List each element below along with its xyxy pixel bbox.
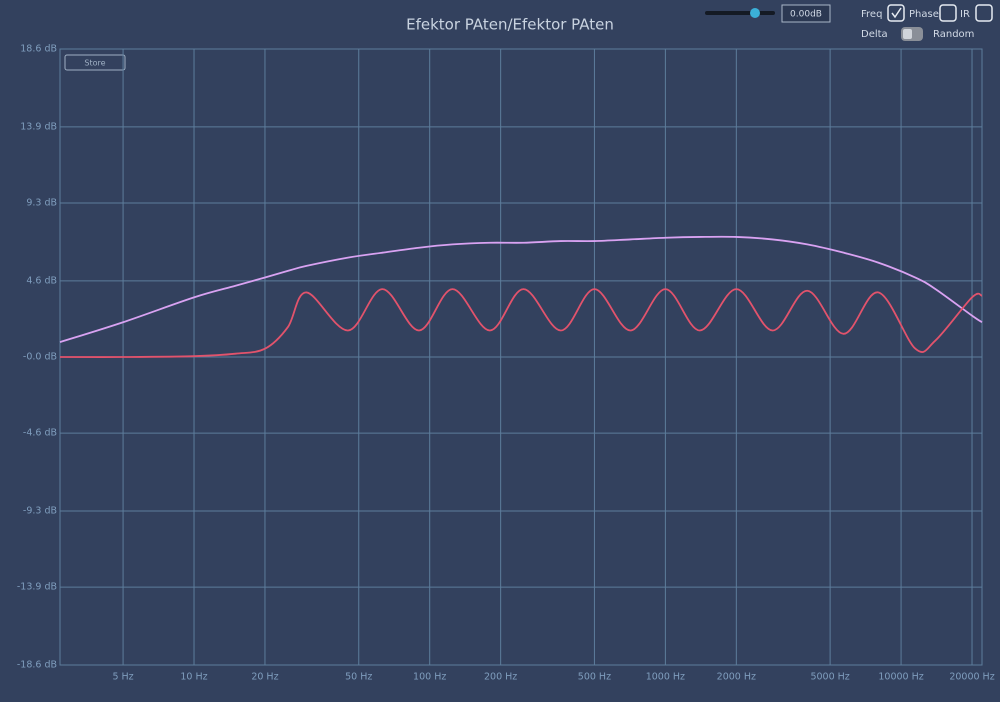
y-tick-label: -18.6 dB — [17, 660, 57, 671]
delta-label: Delta — [861, 29, 888, 40]
response-curve — [59, 235, 983, 343]
y-tick-label: 13.9 dB — [20, 121, 57, 132]
x-tick-label: 200 Hz — [484, 672, 517, 683]
checkbox-label: IR — [960, 9, 970, 20]
checkbox[interactable] — [975, 4, 993, 22]
y-tick-label: 9.3 dB — [26, 198, 57, 209]
gain-box[interactable] — [781, 4, 831, 23]
plot: 18.6 dB 13.9 dB 9.3 dB 4.6 dB -0.0 dB -4.6 dB… — [17, 44, 995, 683]
x-tick-label: 500 Hz — [578, 672, 611, 683]
x-tick-label: 10 Hz — [180, 672, 207, 683]
x-tick-label: 1000 Hz — [646, 672, 685, 683]
x-tick-label: 2000 Hz — [717, 672, 756, 683]
x-tick-label: 10000 Hz — [878, 672, 923, 683]
x-tick-label: 5000 Hz — [810, 672, 849, 683]
y-tick-label: 18.6 dB — [20, 44, 57, 55]
gain-value: 0.00dB — [790, 10, 822, 20]
y-tick-label: 4.6 dB — [26, 275, 57, 286]
y-tick-label: -0.0 dB — [23, 352, 57, 363]
chart-title: Efektor PAten/Efektor PAten — [406, 16, 614, 34]
x-tick-label: 20 Hz — [251, 672, 278, 683]
random-label: Random — [933, 29, 974, 40]
checkbox-label: Phase — [909, 9, 939, 20]
y-tick-label: -13.9 dB — [17, 582, 57, 593]
x-tick-label: 100 Hz — [413, 672, 446, 683]
checkbox[interactable] — [887, 4, 905, 22]
x-tick-label: 20000 Hz — [949, 672, 994, 683]
check-mark — [891, 7, 902, 19]
x-tick-label: 5 Hz — [112, 672, 133, 683]
store-label: Store — [84, 59, 105, 68]
checkbox-label: Freq — [861, 9, 882, 20]
x-tick-label: 50 Hz — [345, 672, 372, 683]
slider-knob[interactable] — [750, 8, 760, 18]
y-tick-label: -4.6 dB — [23, 428, 57, 439]
store-button[interactable] — [64, 54, 126, 71]
toggle-knob — [903, 29, 912, 39]
response-curve — [59, 288, 983, 358]
y-tick-label: -9.3 dB — [23, 506, 57, 517]
checkbox[interactable] — [939, 4, 957, 22]
